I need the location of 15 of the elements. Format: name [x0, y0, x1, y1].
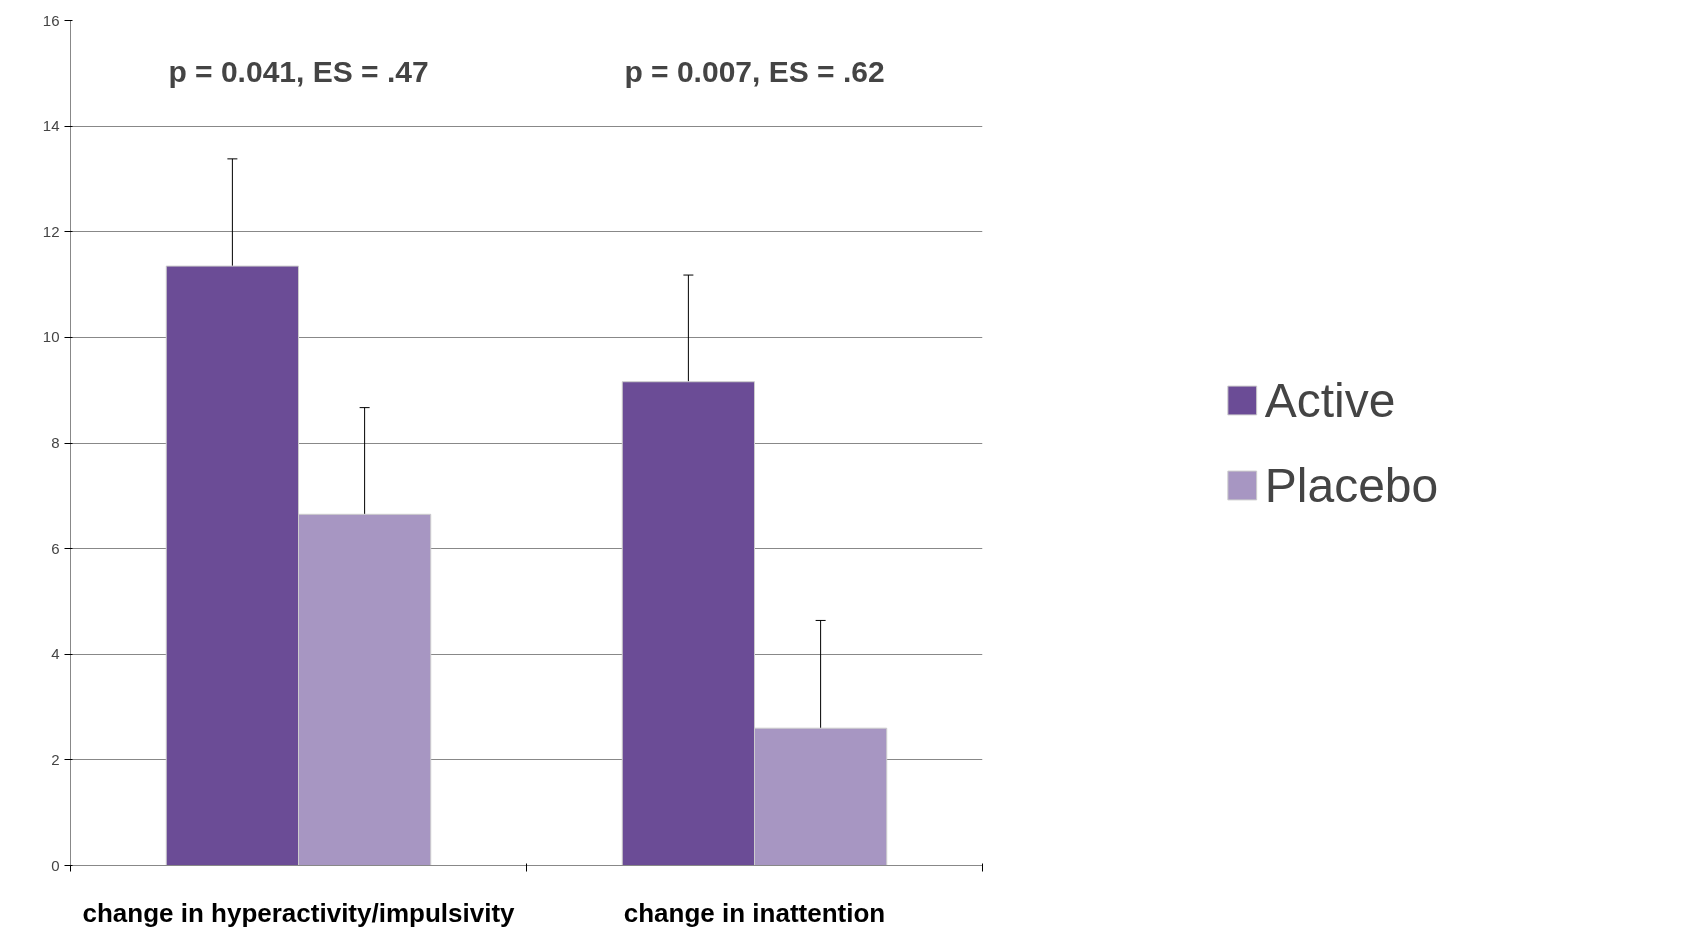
y-tick-label: 6 — [51, 539, 60, 557]
y-tick-label: 12 — [42, 222, 60, 240]
y-tick-label: 2 — [51, 750, 60, 768]
legend-label: Placebo — [1264, 457, 1439, 513]
annotation: p = 0.007, ES = .62 — [624, 54, 885, 88]
y-tick-label: 0 — [51, 856, 60, 874]
legend-label: Active — [1264, 372, 1396, 428]
y-tick-label: 8 — [51, 434, 60, 451]
annotation: p = 0.041, ES = .47 — [168, 54, 429, 88]
y-tick-label: 14 — [42, 117, 60, 135]
y-tick-label: 16 — [42, 11, 60, 29]
y-tick-label: 10 — [42, 328, 60, 346]
x-tick-label: change in inattention — [623, 897, 886, 928]
y-tick-label: 4 — [51, 645, 60, 663]
x-tick-label: change in hyperactivity/impulsivity — [82, 897, 516, 928]
